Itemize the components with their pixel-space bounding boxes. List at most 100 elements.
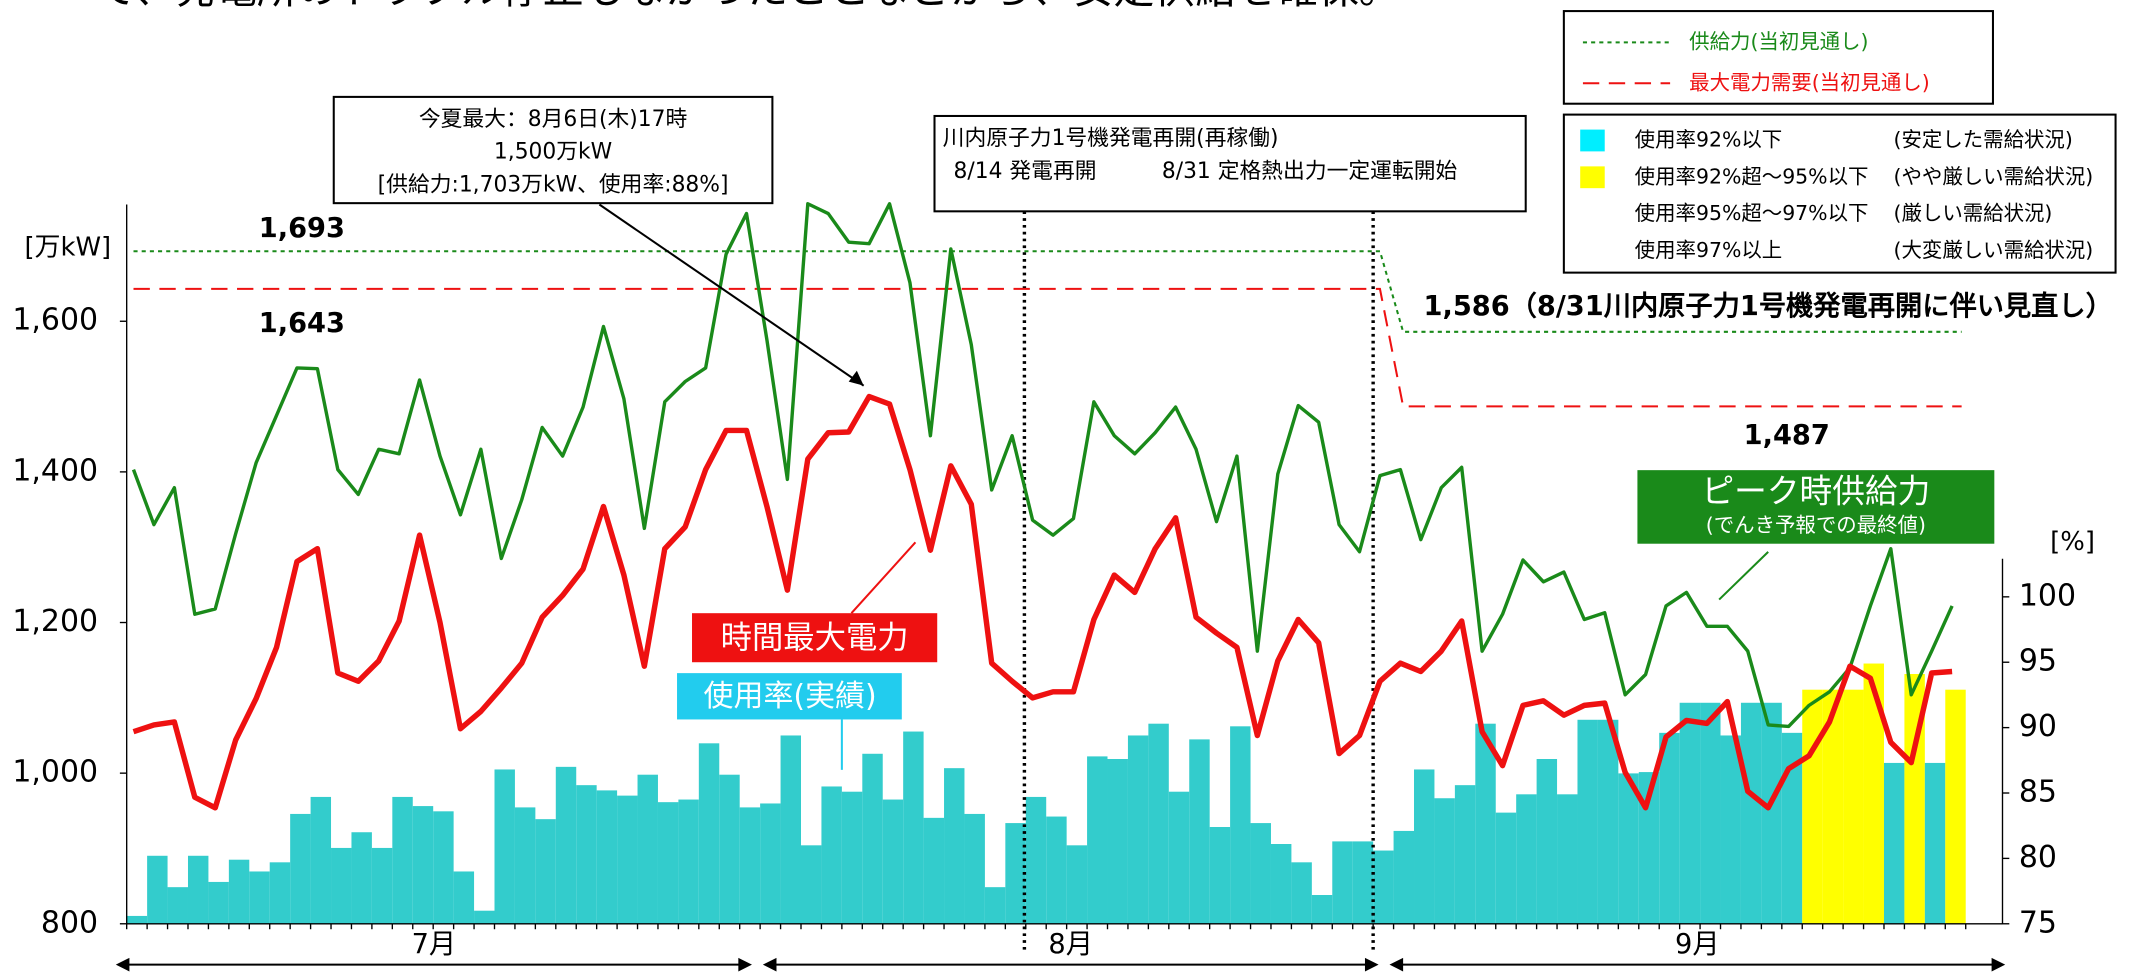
y2-tick-label: 75 <box>2019 905 2057 940</box>
usage-bar <box>1352 841 1374 924</box>
y2-axis-label: [%] <box>2050 527 2095 557</box>
usage-bar <box>841 791 863 924</box>
legend-swatch <box>1580 129 1605 152</box>
series-line <box>132 393 1953 811</box>
usage-bar <box>310 796 332 924</box>
annotation-text: 今夏最大：8月6日(木)17時 <box>419 107 687 132</box>
usage-bar <box>1557 794 1578 924</box>
y2-tick-label: 95 <box>2019 644 2057 679</box>
annotation-text: 8/14 発電再開 8/31 定格熱出力一定運転開始 <box>954 159 1458 184</box>
legend-label: 供給力(当初見通し) <box>1689 29 1868 53</box>
usage-bar <box>412 806 434 924</box>
header-text: て、発電所のトラブル停止もなかったことなどから、安定供給を確保。 <box>95 0 1399 13</box>
usage-bar <box>1291 862 1312 924</box>
reference-label: 1,643 <box>259 308 345 339</box>
legend-label: 使用率92%超～95%以下 <box>1635 164 1869 188</box>
usage-bar <box>1700 702 1721 924</box>
usage-bar <box>657 802 679 924</box>
usage-bar <box>576 785 597 924</box>
usage-bar <box>1516 794 1537 924</box>
usage-bar <box>555 766 577 924</box>
usage-bar <box>1454 785 1476 924</box>
usage-bar <box>433 811 454 924</box>
usage-bar <box>1209 827 1231 924</box>
pointer <box>850 541 917 614</box>
annotation-arrow <box>598 203 865 387</box>
y2-tick-label: 85 <box>2019 775 2057 810</box>
usage-bar <box>1311 895 1333 924</box>
usage-bar <box>821 786 842 924</box>
y-tick-label: 1,200 <box>12 604 98 639</box>
usage-bar <box>1148 723 1169 924</box>
usage-bar <box>801 845 822 924</box>
usage-bar <box>1924 762 1946 924</box>
month-label: 7月 <box>412 929 457 960</box>
y-tick-label: 1,600 <box>12 303 98 338</box>
usage-bar <box>862 753 883 924</box>
usage-bar <box>1127 735 1149 924</box>
usage-bar <box>228 859 250 924</box>
series-label: ピーク時供給力 <box>1701 472 1930 510</box>
y2-tick-label: 80 <box>2019 840 2057 875</box>
series-note: (でんき予報での最終値) <box>1706 513 1926 537</box>
usage-bar <box>944 768 965 924</box>
usage-bar <box>453 871 475 924</box>
usage-bar <box>331 847 352 924</box>
pointer <box>1718 551 1769 601</box>
reference-label: 1,693 <box>259 213 345 244</box>
usage-bar <box>617 795 638 924</box>
legend-note: (安定した需給状況) <box>1894 127 2073 151</box>
usage-bar <box>1822 689 1844 924</box>
usage-bar <box>1250 823 1271 924</box>
usage-bar <box>1393 830 1415 924</box>
usage-bar <box>1332 841 1353 924</box>
usage-bar <box>1740 702 1762 924</box>
reference-line <box>133 250 1962 333</box>
usage-bar <box>1659 732 1680 924</box>
y-tick-label: 800 <box>41 905 98 940</box>
usage-bar <box>535 819 556 924</box>
usage-bar <box>1270 844 1292 924</box>
usage-bar <box>514 807 536 924</box>
usage-bar <box>760 803 781 924</box>
y2-tick-label: 100 <box>2019 578 2076 613</box>
usage-bar <box>208 881 229 924</box>
usage-bar <box>1781 732 1803 924</box>
month-label: 9月 <box>1675 929 1720 960</box>
usage-bar <box>637 774 658 924</box>
legend-label: 使用率97%以上 <box>1635 238 1783 262</box>
series-label: 使用率(実績) <box>704 679 877 714</box>
reference-label: 1,487 <box>1744 420 1830 451</box>
label-bg <box>677 673 902 720</box>
usage-bar <box>269 862 291 924</box>
usage-bar <box>1373 850 1394 924</box>
usage-bar <box>984 887 1006 924</box>
legend-swatch <box>1580 166 1605 189</box>
usage-bar <box>678 799 699 924</box>
usage-bar <box>147 855 168 924</box>
usage-bar <box>1230 726 1251 924</box>
usage-bar <box>1597 719 1619 924</box>
y-tick-label: 1,400 <box>12 453 98 488</box>
usage-bar <box>719 774 740 924</box>
usage-bar <box>351 832 372 924</box>
usage-bar <box>1414 769 1435 924</box>
legend-note: (大変厳しい需給状況) <box>1894 238 2094 262</box>
usage-bar <box>1720 735 1741 924</box>
usage-bar <box>1638 772 1660 924</box>
usage-bar <box>1761 702 1782 924</box>
usage-bar <box>1066 845 1088 924</box>
usage-bar <box>903 731 924 924</box>
reference-line <box>133 287 1962 408</box>
legend-note: (やや厳しい需給状況) <box>1894 164 2094 188</box>
usage-bar <box>882 799 904 924</box>
usage-bar <box>474 910 495 924</box>
annotation-text: 1,500万kW <box>494 140 612 165</box>
reference-label: 1,586（8/31川内原子力1号機発電再開に伴い見直し） <box>1424 291 2113 322</box>
usage-bar <box>494 769 515 924</box>
usage-bar <box>1046 816 1067 924</box>
legend-box <box>1562 10 1994 105</box>
arrow-head <box>848 370 864 386</box>
annotation-box <box>332 95 774 205</box>
usage-bar <box>1536 759 1558 924</box>
